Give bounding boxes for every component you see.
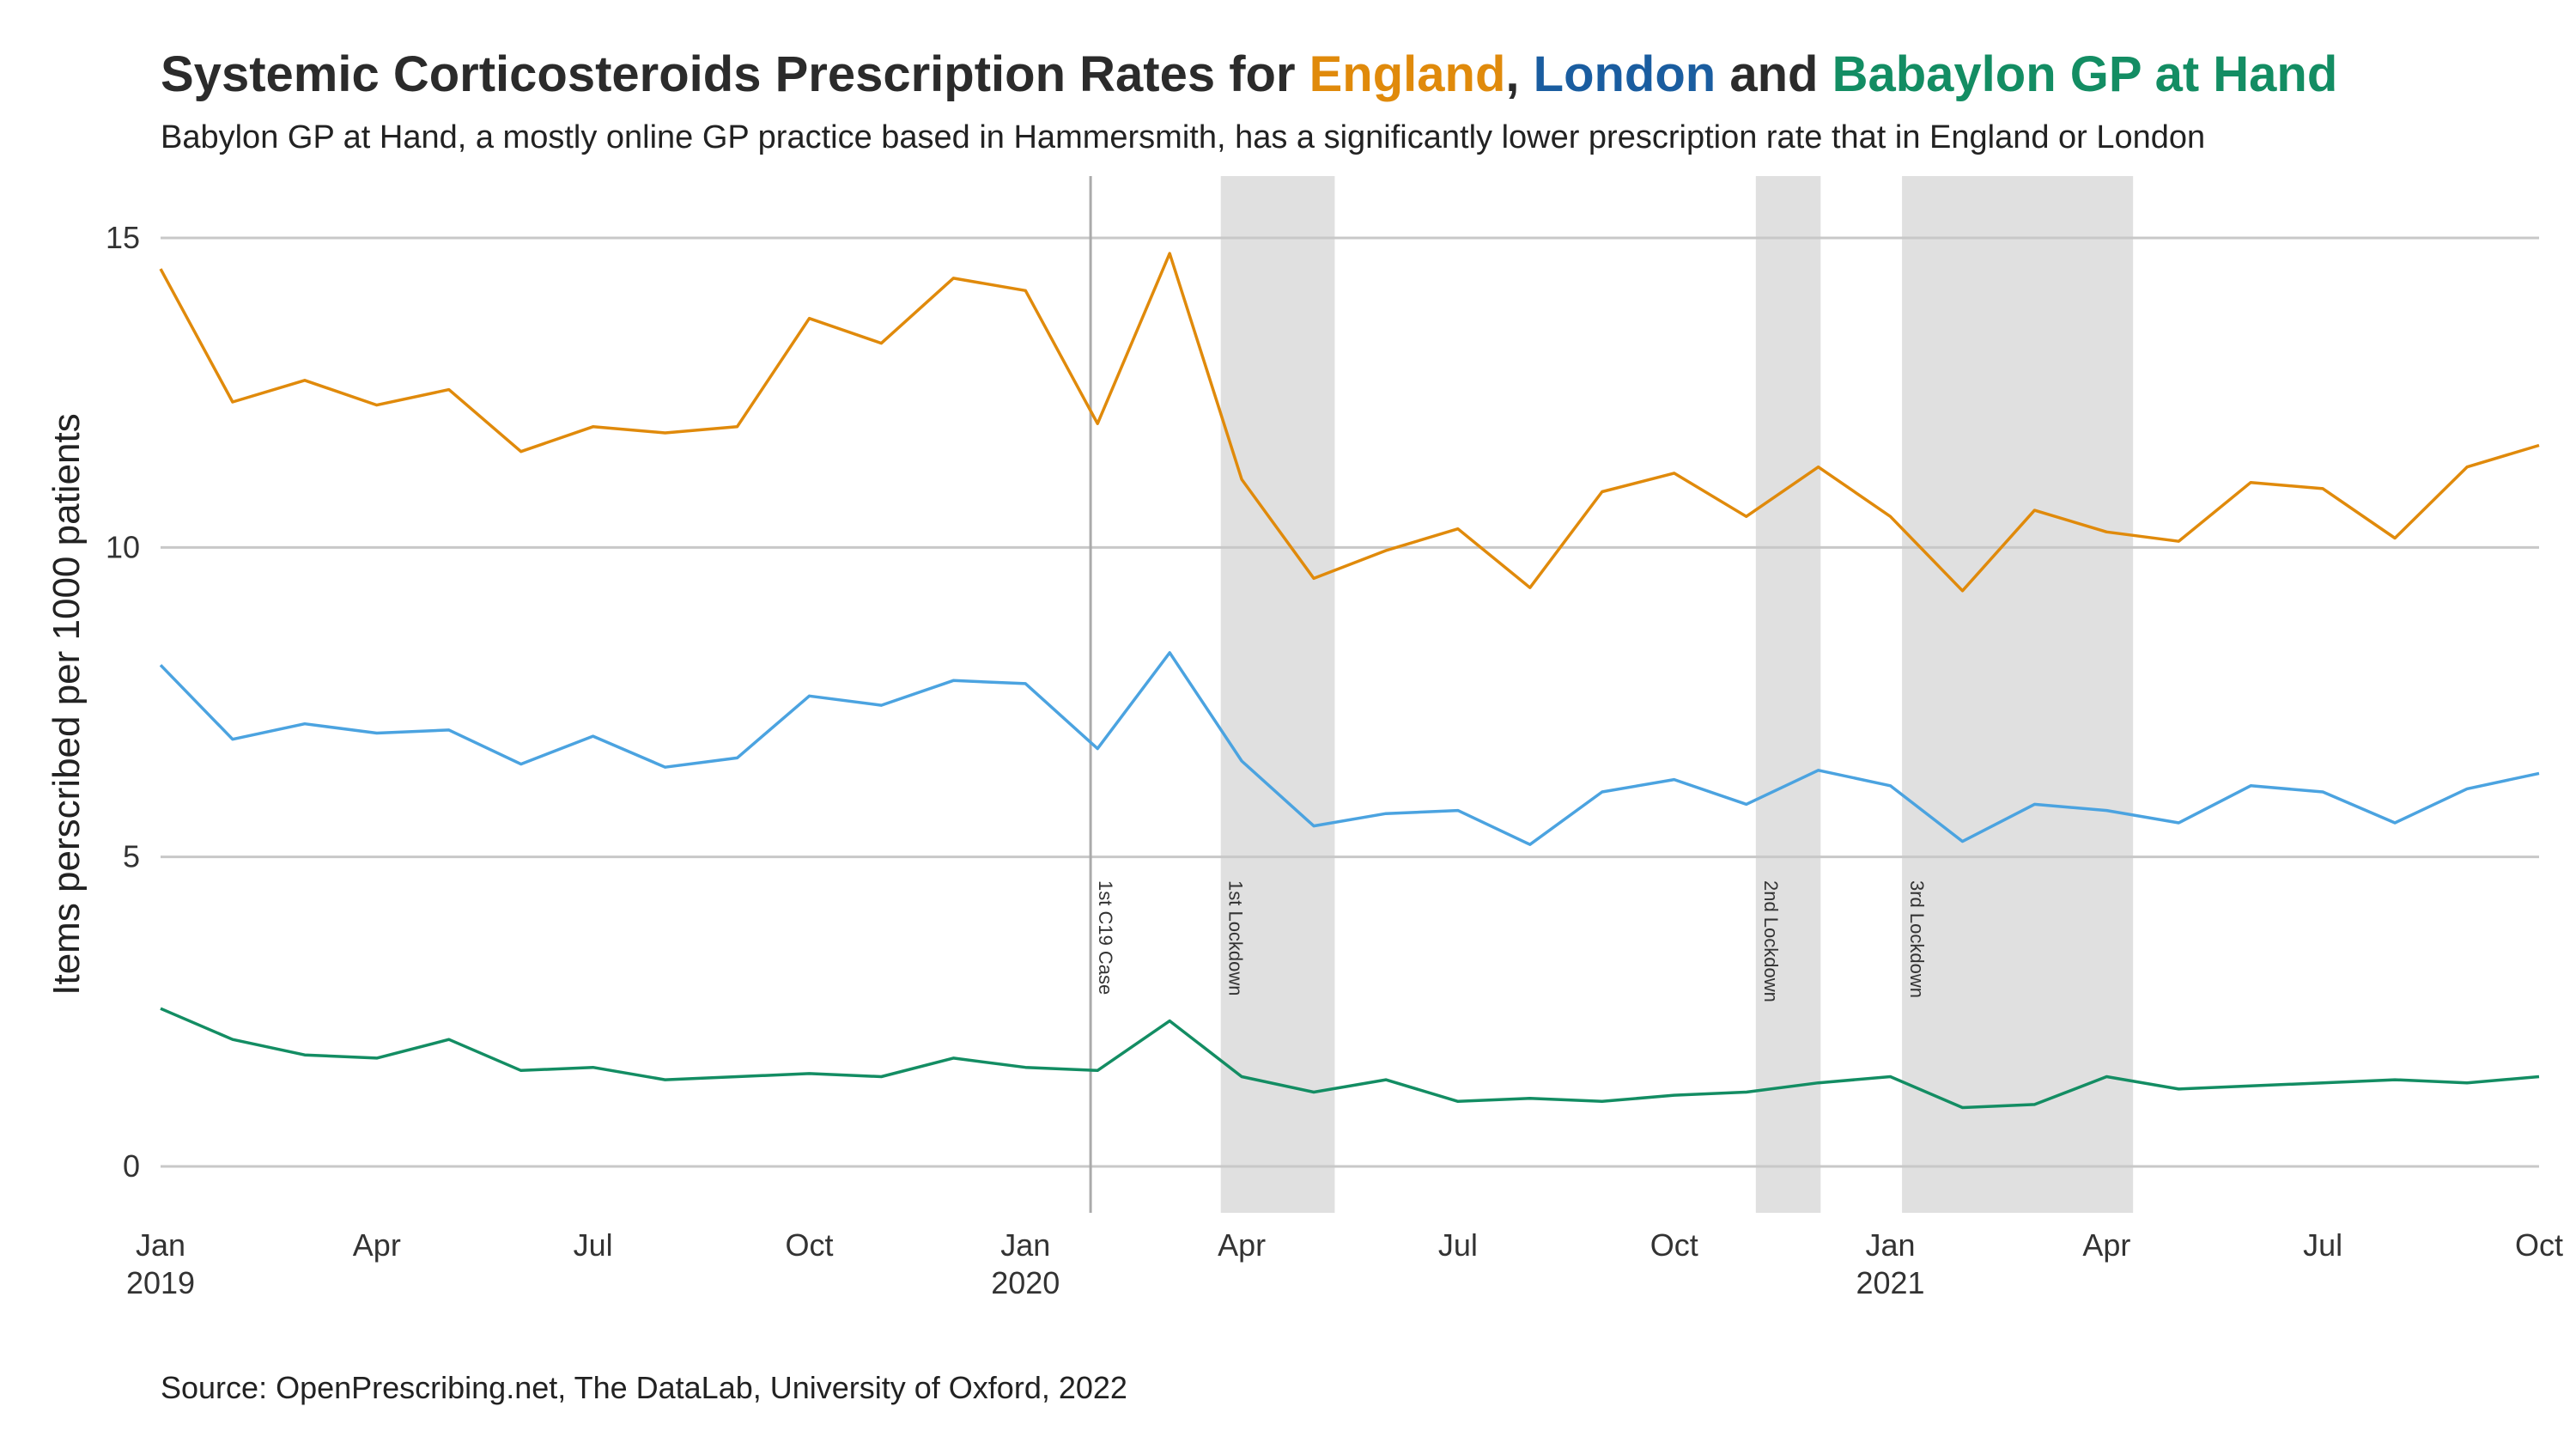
series-line: [159, 252, 2540, 593]
title-part: Systemic Corticosteroids Prescription Ra…: [161, 46, 1309, 102]
x-tick-label: Jan: [136, 1227, 185, 1263]
gridlines: [161, 236, 2539, 1168]
title-part: England: [1309, 46, 1506, 102]
y-axis-label: Items perscribed per 1000 patients: [46, 413, 88, 995]
y-tick-label: 10: [106, 529, 140, 564]
x-tick-label: Apr: [2082, 1227, 2130, 1263]
title-part: and: [1716, 46, 1832, 102]
lockdown-label: 2nd Lockdown: [1760, 880, 1782, 1002]
title-part: Babaylon GP at Hand: [1832, 46, 2338, 102]
x-tick-label: Oct: [785, 1227, 833, 1263]
x-tick-label: Jul: [2303, 1227, 2342, 1263]
x-tick-label: Jan: [1000, 1227, 1050, 1263]
series-line: [159, 651, 2540, 846]
x-tick-label: Oct: [1650, 1227, 1698, 1263]
x-tick-label: Jul: [574, 1227, 613, 1263]
x-tick-label: Apr: [353, 1227, 401, 1263]
lockdown-band: [1220, 176, 1335, 1213]
y-axis-ticks: 0 5 10 15: [106, 220, 140, 1184]
lockdown-band: [1902, 176, 2134, 1213]
chart-caption: Source: OpenPrescribing.net, The DataLab…: [161, 1370, 1127, 1405]
event-label: 1st C19 Case: [1095, 880, 1116, 995]
series-line: [160, 1007, 2540, 1110]
lockdown-label: 1st Lockdown: [1225, 880, 1247, 996]
title-part: London: [1534, 46, 1716, 102]
lockdown-band: [1755, 176, 1821, 1213]
title-part: ,: [1505, 46, 1533, 102]
x-tick-label: Oct: [2515, 1227, 2563, 1263]
lockdown-label: 3rd Lockdown: [1906, 880, 1928, 998]
event-markers: 1st C19 Case: [1089, 176, 1116, 1213]
x-tick-label: Jul: [1438, 1227, 1478, 1263]
y-tick-label: 15: [106, 220, 140, 255]
x-tick-year-label: 2019: [126, 1265, 195, 1300]
y-tick-label: 0: [123, 1148, 140, 1184]
y-tick-label: 5: [123, 839, 140, 874]
chart-title: Systemic Corticosteroids Prescription Ra…: [161, 46, 2337, 102]
lockdown-shading: 1st Lockdown 2nd Lockdown 3rd Lockdown: [1220, 176, 2134, 1213]
chart-subtitle: Babylon GP at Hand, a mostly online GP p…: [161, 119, 2205, 155]
x-tick-year-label: 2020: [991, 1265, 1060, 1300]
x-tick-label: Apr: [1218, 1227, 1266, 1263]
x-tick-label: Jan: [1866, 1227, 1916, 1263]
series-lines: [159, 252, 2540, 1110]
x-tick-year-label: 2021: [1856, 1265, 1924, 1300]
